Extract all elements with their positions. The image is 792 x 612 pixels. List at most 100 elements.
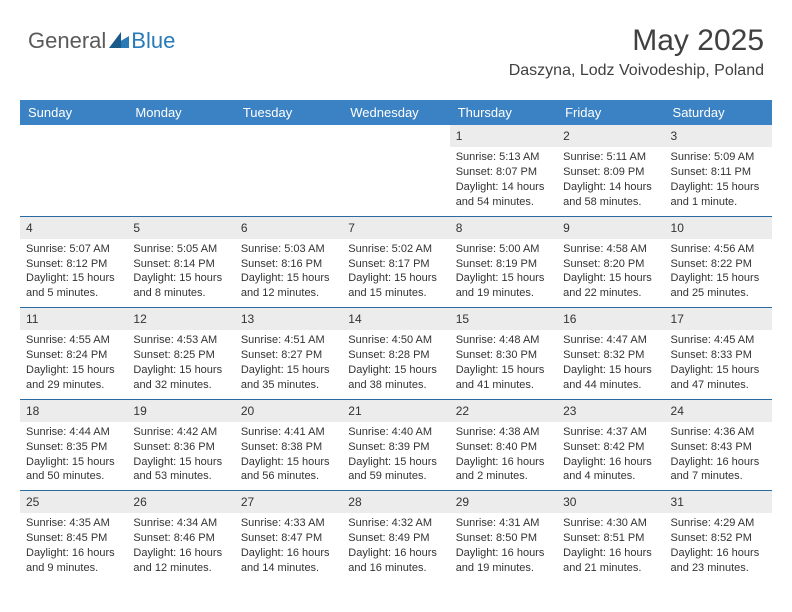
calendar: SundayMondayTuesdayWednesdayThursdayFrid… <box>20 100 772 582</box>
day-body: Sunrise: 4:29 AMSunset: 8:52 PMDaylight:… <box>665 513 772 581</box>
day-cell: 16Sunrise: 4:47 AMSunset: 8:32 PMDayligh… <box>557 308 664 399</box>
daylight-line: Daylight: 16 hours and 2 minutes. <box>456 455 551 485</box>
day-number: 6 <box>235 217 342 239</box>
day-body: Sunrise: 4:41 AMSunset: 8:38 PMDaylight:… <box>235 422 342 490</box>
day-number: 14 <box>342 308 449 330</box>
day-body: Sunrise: 4:51 AMSunset: 8:27 PMDaylight:… <box>235 330 342 398</box>
day-cell: 30Sunrise: 4:30 AMSunset: 8:51 PMDayligh… <box>557 491 664 582</box>
day-body: Sunrise: 5:05 AMSunset: 8:14 PMDaylight:… <box>127 239 234 307</box>
daylight-line: Daylight: 15 hours and 50 minutes. <box>26 455 121 485</box>
sunset-line: Sunset: 8:46 PM <box>133 531 228 546</box>
day-body: Sunrise: 5:07 AMSunset: 8:12 PMDaylight:… <box>20 239 127 307</box>
sunset-line: Sunset: 8:14 PM <box>133 257 228 272</box>
week-row: 18Sunrise: 4:44 AMSunset: 8:35 PMDayligh… <box>20 399 772 491</box>
sunset-line: Sunset: 8:39 PM <box>348 440 443 455</box>
sunset-line: Sunset: 8:11 PM <box>671 165 766 180</box>
sunrise-line: Sunrise: 4:33 AM <box>241 516 336 531</box>
day-number: 23 <box>557 400 664 422</box>
day-cell: 6Sunrise: 5:03 AMSunset: 8:16 PMDaylight… <box>235 217 342 308</box>
sunrise-line: Sunrise: 4:38 AM <box>456 425 551 440</box>
daylight-line: Daylight: 16 hours and 4 minutes. <box>563 455 658 485</box>
day-body: Sunrise: 4:47 AMSunset: 8:32 PMDaylight:… <box>557 330 664 398</box>
day-number: 2 <box>557 125 664 147</box>
day-cell: 8Sunrise: 5:00 AMSunset: 8:19 PMDaylight… <box>450 217 557 308</box>
day-cell: 23Sunrise: 4:37 AMSunset: 8:42 PMDayligh… <box>557 400 664 491</box>
sunset-line: Sunset: 8:52 PM <box>671 531 766 546</box>
sunrise-line: Sunrise: 4:32 AM <box>348 516 443 531</box>
sunset-line: Sunset: 8:22 PM <box>671 257 766 272</box>
location-text: Daszyna, Lodz Voivodeship, Poland <box>509 62 764 80</box>
day-number: 31 <box>665 491 772 513</box>
day-body: Sunrise: 4:32 AMSunset: 8:49 PMDaylight:… <box>342 513 449 581</box>
sunrise-line: Sunrise: 5:02 AM <box>348 242 443 257</box>
empty-cell <box>235 125 342 216</box>
day-body: Sunrise: 4:56 AMSunset: 8:22 PMDaylight:… <box>665 239 772 307</box>
sunrise-line: Sunrise: 4:36 AM <box>671 425 766 440</box>
empty-cell <box>342 125 449 216</box>
day-body: Sunrise: 5:13 AMSunset: 8:07 PMDaylight:… <box>450 147 557 215</box>
day-cell: 10Sunrise: 4:56 AMSunset: 8:22 PMDayligh… <box>665 217 772 308</box>
sunrise-line: Sunrise: 5:11 AM <box>563 150 658 165</box>
day-number: 10 <box>665 217 772 239</box>
day-body: Sunrise: 5:00 AMSunset: 8:19 PMDaylight:… <box>450 239 557 307</box>
daylight-line: Daylight: 15 hours and 19 minutes. <box>456 271 551 301</box>
day-number: 4 <box>20 217 127 239</box>
sunrise-line: Sunrise: 4:40 AM <box>348 425 443 440</box>
day-cell: 31Sunrise: 4:29 AMSunset: 8:52 PMDayligh… <box>665 491 772 582</box>
daylight-line: Daylight: 16 hours and 9 minutes. <box>26 546 121 576</box>
sunrise-line: Sunrise: 5:13 AM <box>456 150 551 165</box>
day-number: 25 <box>20 491 127 513</box>
daylight-line: Daylight: 16 hours and 23 minutes. <box>671 546 766 576</box>
sunset-line: Sunset: 8:28 PM <box>348 348 443 363</box>
sunrise-line: Sunrise: 5:05 AM <box>133 242 228 257</box>
title-block: May 2025 Daszyna, Lodz Voivodeship, Pola… <box>509 24 764 80</box>
day-number: 9 <box>557 217 664 239</box>
sunset-line: Sunset: 8:16 PM <box>241 257 336 272</box>
daylight-line: Daylight: 15 hours and 15 minutes. <box>348 271 443 301</box>
sunset-line: Sunset: 8:25 PM <box>133 348 228 363</box>
sunset-line: Sunset: 8:50 PM <box>456 531 551 546</box>
sunrise-line: Sunrise: 4:47 AM <box>563 333 658 348</box>
day-number: 3 <box>665 125 772 147</box>
day-body: Sunrise: 4:48 AMSunset: 8:30 PMDaylight:… <box>450 330 557 398</box>
weekday-header: Wednesday <box>342 100 449 125</box>
sunrise-line: Sunrise: 4:37 AM <box>563 425 658 440</box>
day-body: Sunrise: 4:55 AMSunset: 8:24 PMDaylight:… <box>20 330 127 398</box>
sunrise-line: Sunrise: 4:45 AM <box>671 333 766 348</box>
sunrise-line: Sunrise: 4:34 AM <box>133 516 228 531</box>
empty-cell <box>127 125 234 216</box>
day-cell: 19Sunrise: 4:42 AMSunset: 8:36 PMDayligh… <box>127 400 234 491</box>
sunrise-line: Sunrise: 4:41 AM <box>241 425 336 440</box>
daylight-line: Daylight: 14 hours and 58 minutes. <box>563 180 658 210</box>
daylight-line: Daylight: 15 hours and 5 minutes. <box>26 271 121 301</box>
day-number: 7 <box>342 217 449 239</box>
week-row: 4Sunrise: 5:07 AMSunset: 8:12 PMDaylight… <box>20 216 772 308</box>
day-body: Sunrise: 4:45 AMSunset: 8:33 PMDaylight:… <box>665 330 772 398</box>
logo-text-blue: Blue <box>131 28 175 54</box>
sunrise-line: Sunrise: 5:09 AM <box>671 150 766 165</box>
day-cell: 14Sunrise: 4:50 AMSunset: 8:28 PMDayligh… <box>342 308 449 399</box>
daylight-line: Daylight: 15 hours and 32 minutes. <box>133 363 228 393</box>
day-number: 8 <box>450 217 557 239</box>
daylight-line: Daylight: 15 hours and 44 minutes. <box>563 363 658 393</box>
day-body: Sunrise: 4:50 AMSunset: 8:28 PMDaylight:… <box>342 330 449 398</box>
day-cell: 17Sunrise: 4:45 AMSunset: 8:33 PMDayligh… <box>665 308 772 399</box>
weekday-header: Tuesday <box>235 100 342 125</box>
sunrise-line: Sunrise: 4:31 AM <box>456 516 551 531</box>
day-body: Sunrise: 5:09 AMSunset: 8:11 PMDaylight:… <box>665 147 772 215</box>
day-cell: 27Sunrise: 4:33 AMSunset: 8:47 PMDayligh… <box>235 491 342 582</box>
empty-cell <box>20 125 127 216</box>
weekday-header: Friday <box>557 100 664 125</box>
day-body: Sunrise: 4:35 AMSunset: 8:45 PMDaylight:… <box>20 513 127 581</box>
day-number: 28 <box>342 491 449 513</box>
sunrise-line: Sunrise: 4:44 AM <box>26 425 121 440</box>
day-cell: 9Sunrise: 4:58 AMSunset: 8:20 PMDaylight… <box>557 217 664 308</box>
daylight-line: Daylight: 15 hours and 59 minutes. <box>348 455 443 485</box>
sunset-line: Sunset: 8:12 PM <box>26 257 121 272</box>
day-body: Sunrise: 4:36 AMSunset: 8:43 PMDaylight:… <box>665 422 772 490</box>
day-number: 12 <box>127 308 234 330</box>
day-number: 22 <box>450 400 557 422</box>
weekday-header: Thursday <box>450 100 557 125</box>
day-number: 1 <box>450 125 557 147</box>
day-cell: 2Sunrise: 5:11 AMSunset: 8:09 PMDaylight… <box>557 125 664 216</box>
